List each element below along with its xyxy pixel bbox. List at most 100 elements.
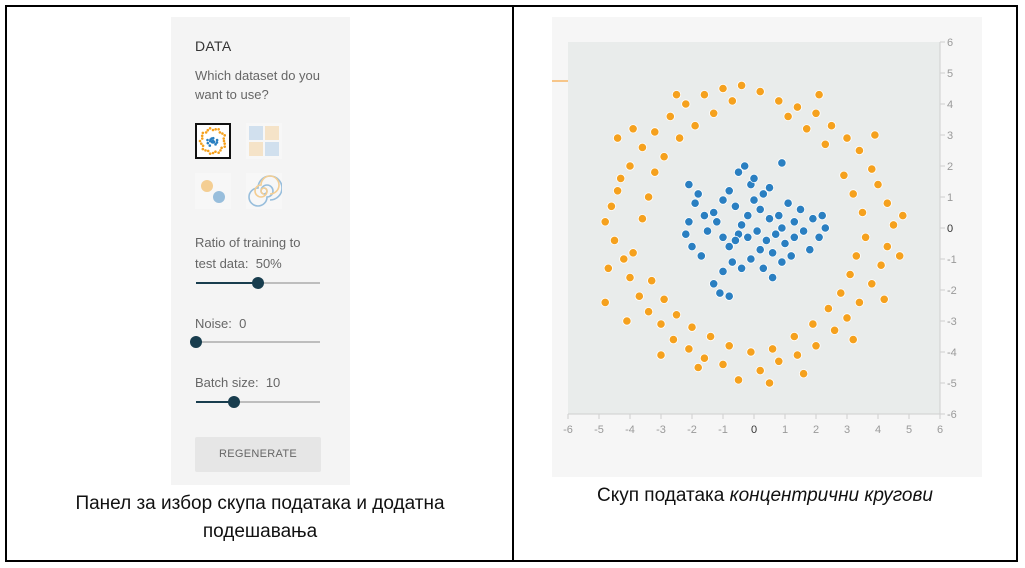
outer-class-point [860,232,871,242]
ratio-label-line2: test data: 50% [195,256,282,271]
panel-title: DATA [195,38,232,54]
batch-slider-thumb[interactable] [228,396,241,408]
regenerate-button[interactable]: REGENERATE [195,437,321,472]
inner-class-point [693,189,703,199]
inner-class-point [743,232,753,242]
outer-class-point [764,378,775,388]
outer-class-point [628,248,638,258]
inner-class-point [718,232,728,242]
inner-class-point [799,226,809,236]
outer-class-point [774,356,784,366]
right-caption: Скуп података концентрични кругови [596,485,933,506]
outer-class-point [857,207,868,218]
noise-slider[interactable] [190,335,320,349]
outer-class-point [836,288,846,298]
y-tick-label: 0 [947,223,953,235]
inner-class-point [696,251,706,261]
noise-label: Noise: 0 [195,316,247,331]
outer-class-point [737,80,747,91]
x-tick-label: 1 [782,424,788,436]
inner-class-point [768,248,778,258]
outer-class-point [690,121,700,131]
outer-class-point [882,242,892,252]
batch-label: Batch size: 10 [195,375,281,390]
ratio-slider[interactable] [196,276,320,290]
batch-slider[interactable] [196,395,320,409]
inner-class-point [777,257,787,267]
outer-class-point [820,139,830,149]
inner-class-point [733,167,744,177]
outer-class-point [895,251,905,261]
inner-class-point [724,291,734,301]
outer-class-point [842,133,852,143]
outer-class-point [637,214,648,224]
y-tick-label: 5 [947,68,953,80]
outer-class-point [811,341,821,351]
x-tick-label: 2 [813,424,819,436]
y-tick-label: 1 [947,192,953,204]
outer-class-point [811,108,821,118]
outer-class-point [709,108,719,118]
outer-class-point [622,316,632,326]
outer-class-point [659,294,669,304]
dataset-xor-button[interactable] [246,123,282,159]
outer-class-point [879,294,889,304]
dataset-circle-button[interactable] [195,123,231,159]
outer-class-point [727,96,737,106]
outer-class-point [829,325,840,335]
outer-class-point [792,350,802,360]
inner-class-point [684,180,694,190]
outer-class-point [600,217,610,227]
inner-class-point [746,254,756,264]
outer-class-point [656,350,666,360]
outer-class-point [854,297,864,307]
outer-class-point [606,201,617,211]
outer-class-point [659,152,669,162]
inner-class-point [808,214,818,224]
x-tick-label: -2 [687,424,697,436]
outer-class-point [851,251,861,261]
inner-class-point [795,204,806,214]
noise-slider-thumb[interactable] [190,336,202,348]
inner-class-point [768,272,778,283]
outer-class-point [768,344,778,354]
inner-class-point [771,229,781,239]
ratio-slider-thumb[interactable] [252,277,264,289]
outer-class-point [612,186,623,196]
dataset-gaussian-button[interactable] [195,173,231,209]
outer-class-point [628,124,638,134]
inner-class-point [712,217,722,227]
outer-class-point [684,344,694,354]
gaussian-dataset-icon [201,180,225,203]
outer-class-point [867,279,877,289]
inner-class-point [743,211,753,221]
outer-class-point [755,87,765,97]
x-tick-label: -1 [718,424,728,436]
outer-class-point [619,254,629,264]
x-tick-label: 5 [906,424,912,436]
inner-class-point [755,245,765,255]
inner-class-point [715,288,725,298]
outer-class-point [724,341,734,351]
outer-class-point [616,173,626,183]
outer-class-point [888,220,899,230]
outer-class-point [656,319,666,329]
inner-class-point [749,195,759,205]
outer-class-point [755,365,765,376]
x-tick-label: -4 [625,424,635,436]
outer-class-point [873,180,883,190]
outer-class-point [733,375,744,385]
inner-class-point [777,223,787,233]
dataset-spiral-button[interactable] [246,173,282,209]
outer-class-point [876,260,886,270]
inner-class-point [740,161,750,171]
scatter-plot-panel: 6 5 4 3 2 1 0 -1 -2 -3 -4 -5 -6 -6 -5 -4 -3 -2 -1 0 1 2 3 4 5 6 [552,17,982,477]
y-tick-label: -1 [947,254,957,266]
outer-class-point [774,96,784,106]
outer-class-point [687,322,697,332]
inner-class-point [761,235,771,245]
outer-class-point [650,127,660,137]
inner-class-point [783,198,793,208]
outer-class-point [644,192,654,202]
x-tick-label: -6 [563,424,573,436]
